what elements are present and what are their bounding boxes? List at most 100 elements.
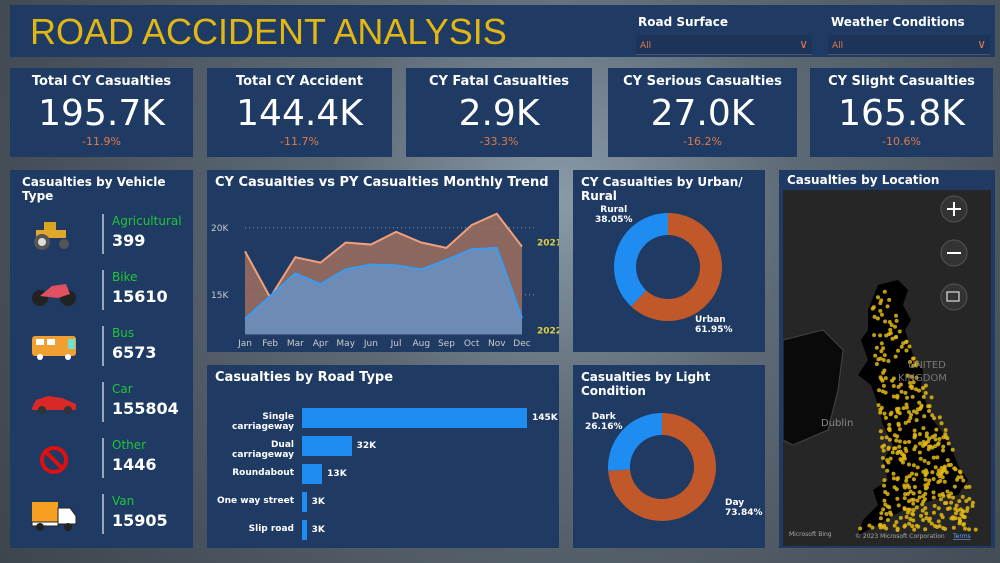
location-dot bbox=[937, 493, 942, 498]
location-dot bbox=[892, 485, 897, 490]
zoom-out-button[interactable] bbox=[940, 239, 968, 267]
uk-map[interactable]: UNITED KINGDOM Dublin Microsoft Bing © 2… bbox=[783, 190, 991, 546]
weather-conditions-dropdown[interactable]: All ∨ bbox=[828, 35, 990, 55]
location-dot bbox=[909, 384, 914, 389]
location-dot bbox=[931, 490, 936, 495]
bar-value-label: 3K bbox=[311, 525, 325, 535]
location-dot bbox=[905, 395, 910, 400]
location-dot bbox=[958, 518, 963, 523]
location-dot bbox=[943, 427, 948, 432]
location-dot bbox=[967, 527, 972, 532]
bar-value-label: 32K bbox=[356, 441, 377, 451]
location-dot bbox=[931, 477, 936, 482]
location-dot bbox=[939, 512, 944, 517]
location-dot bbox=[911, 380, 916, 385]
select-icon bbox=[946, 291, 960, 302]
location-dot bbox=[917, 495, 922, 500]
location-dot bbox=[923, 391, 928, 396]
location-dot bbox=[923, 477, 928, 482]
location-dot bbox=[911, 501, 916, 506]
location-dot bbox=[879, 405, 884, 410]
location-dot bbox=[953, 506, 958, 511]
location-dot bbox=[897, 411, 902, 416]
location-dot bbox=[886, 460, 891, 465]
location-dot bbox=[927, 478, 932, 483]
location-dot bbox=[887, 320, 892, 325]
location-dot bbox=[902, 485, 907, 490]
kpi-value: 144.4K bbox=[236, 93, 363, 134]
kpi-change: -11.7% bbox=[280, 135, 319, 148]
line-2021 bbox=[244, 212, 523, 300]
vehicle-item-bus: Bus 6573 bbox=[10, 322, 193, 378]
slice-urban bbox=[631, 213, 722, 321]
location-dot bbox=[870, 306, 875, 311]
location-dot bbox=[932, 416, 937, 421]
location-dot bbox=[910, 511, 915, 516]
location-dot bbox=[941, 435, 946, 440]
location-dot bbox=[910, 524, 915, 529]
y-tick-label: 15K bbox=[211, 291, 229, 301]
chart-title: Casualties by Light Condition bbox=[581, 370, 711, 398]
location-dot bbox=[897, 329, 902, 334]
location-dot bbox=[918, 456, 923, 461]
location-dot bbox=[951, 525, 956, 530]
location-dot bbox=[890, 336, 895, 341]
location-dot bbox=[967, 496, 972, 501]
location-dot bbox=[915, 465, 920, 470]
location-dot bbox=[909, 412, 914, 417]
location-dot bbox=[907, 521, 912, 526]
location-dot bbox=[931, 510, 936, 515]
location-dot bbox=[970, 500, 975, 505]
location-dot bbox=[936, 468, 941, 473]
location-dot bbox=[917, 388, 922, 393]
location-dot bbox=[952, 484, 957, 489]
location-dot bbox=[883, 415, 888, 420]
location-dot bbox=[922, 458, 927, 463]
location-dot bbox=[904, 348, 909, 353]
slice-name: Rural bbox=[600, 205, 628, 215]
chevron-down-icon: ∨ bbox=[977, 37, 986, 51]
location-dot bbox=[897, 444, 902, 449]
location-dot bbox=[906, 507, 911, 512]
x-tick-label: Jul bbox=[390, 339, 402, 349]
select-area-button[interactable] bbox=[940, 283, 968, 311]
kpi-label: CY Serious Casualties bbox=[623, 74, 782, 89]
vehicle-name: Car bbox=[112, 382, 133, 396]
location-dot bbox=[905, 373, 910, 378]
location-dot bbox=[881, 346, 886, 351]
slice-rural bbox=[614, 213, 668, 307]
series-label-2021: 2021 bbox=[537, 239, 559, 249]
location-dot bbox=[904, 402, 909, 407]
location-dot bbox=[894, 318, 899, 323]
location-dot bbox=[933, 437, 938, 442]
x-tick-label: Nov bbox=[488, 339, 506, 349]
location-dot bbox=[923, 506, 928, 511]
location-dot bbox=[896, 503, 901, 508]
terms-link[interactable]: Terms bbox=[952, 533, 971, 540]
rural-label: Rural 38.05% bbox=[595, 205, 633, 225]
location-dot bbox=[924, 434, 929, 439]
road-type-label: Single carriageway bbox=[232, 412, 294, 432]
location-dot bbox=[942, 479, 947, 484]
light-condition-panel: Casualties by Light Condition Dark 26.16%… bbox=[573, 365, 765, 548]
bing-attribution: Microsoft Bing bbox=[789, 531, 832, 538]
location-dot bbox=[879, 511, 884, 516]
zoom-in-button[interactable] bbox=[940, 195, 968, 223]
location-dot bbox=[895, 395, 900, 400]
location-dot bbox=[914, 375, 919, 380]
x-tick-label: Jan bbox=[237, 339, 252, 349]
location-dot bbox=[874, 361, 879, 366]
bar-value-label: 145K bbox=[532, 413, 558, 423]
road-surface-dropdown[interactable]: All ∨ bbox=[636, 35, 812, 55]
location-dot bbox=[896, 449, 901, 454]
bar-4 bbox=[302, 520, 307, 540]
location-dot bbox=[901, 455, 906, 460]
vehicle-count: 15610 bbox=[112, 287, 168, 306]
location-dot bbox=[905, 510, 910, 515]
location-dot bbox=[867, 523, 872, 528]
location-dot bbox=[872, 314, 877, 319]
ireland-landmass bbox=[783, 329, 844, 446]
x-tick-label: Aug bbox=[412, 339, 430, 349]
kpi-value: 2.9K bbox=[458, 93, 540, 134]
location-dot bbox=[932, 503, 937, 508]
